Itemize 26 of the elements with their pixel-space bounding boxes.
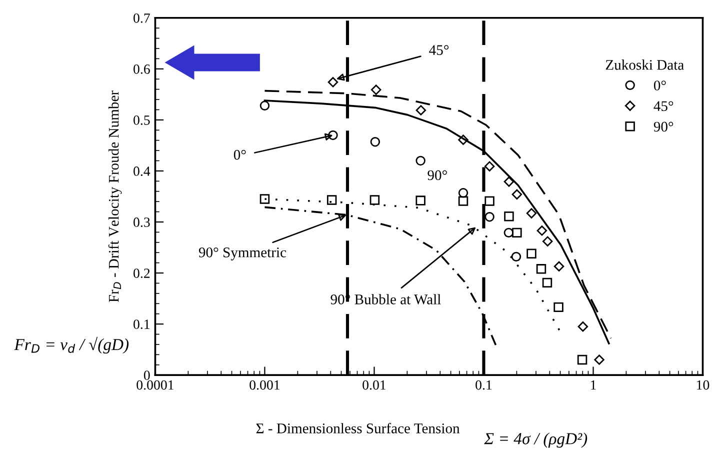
y-tick-label: 0.6: [134, 64, 150, 74]
text: Fr$_{D}$ = v$_{d}$ / √(gD): [14, 336, 129, 354]
y-tick-label: 0.3: [134, 218, 150, 227]
legend-title: Zukoski Data: [606, 60, 684, 70]
x-tick-label: 1: [590, 380, 596, 390]
y-tick-label: 0.5: [134, 116, 150, 125]
annotation: 90°: [428, 170, 447, 180]
annotation: 45°: [429, 45, 449, 55]
legend-label: 45°: [654, 101, 674, 112]
x-tick-label: 10: [697, 380, 710, 390]
legend-label: 90°: [654, 122, 674, 132]
x-tick-label: 0.01: [362, 380, 386, 390]
x-tick-label: 0.001: [250, 380, 280, 390]
y-tick-label: 0.1: [134, 320, 150, 330]
annotation: 90° Symmetric: [198, 247, 286, 260]
y-tick-label: 0.4: [134, 166, 150, 176]
annotation: 0°: [234, 150, 246, 160]
text: Σ = 4σ / (ρgD²): [484, 432, 588, 448]
y-tick-label: 0: [144, 370, 150, 380]
x-axis-title: Σ - Dimensionless Surface Tension: [256, 422, 460, 434]
legend-label: 0°: [654, 80, 666, 90]
x-tick-label: 0.1: [476, 380, 492, 390]
y-tick-label: 0.7: [134, 13, 150, 23]
x-tick-label: 0.0001: [136, 380, 174, 390]
y-axis-title: Fr$_{D}$ - Drift Velocity Froude Number: [108, 90, 122, 302]
y-tick-label: 0.2: [134, 268, 150, 278]
